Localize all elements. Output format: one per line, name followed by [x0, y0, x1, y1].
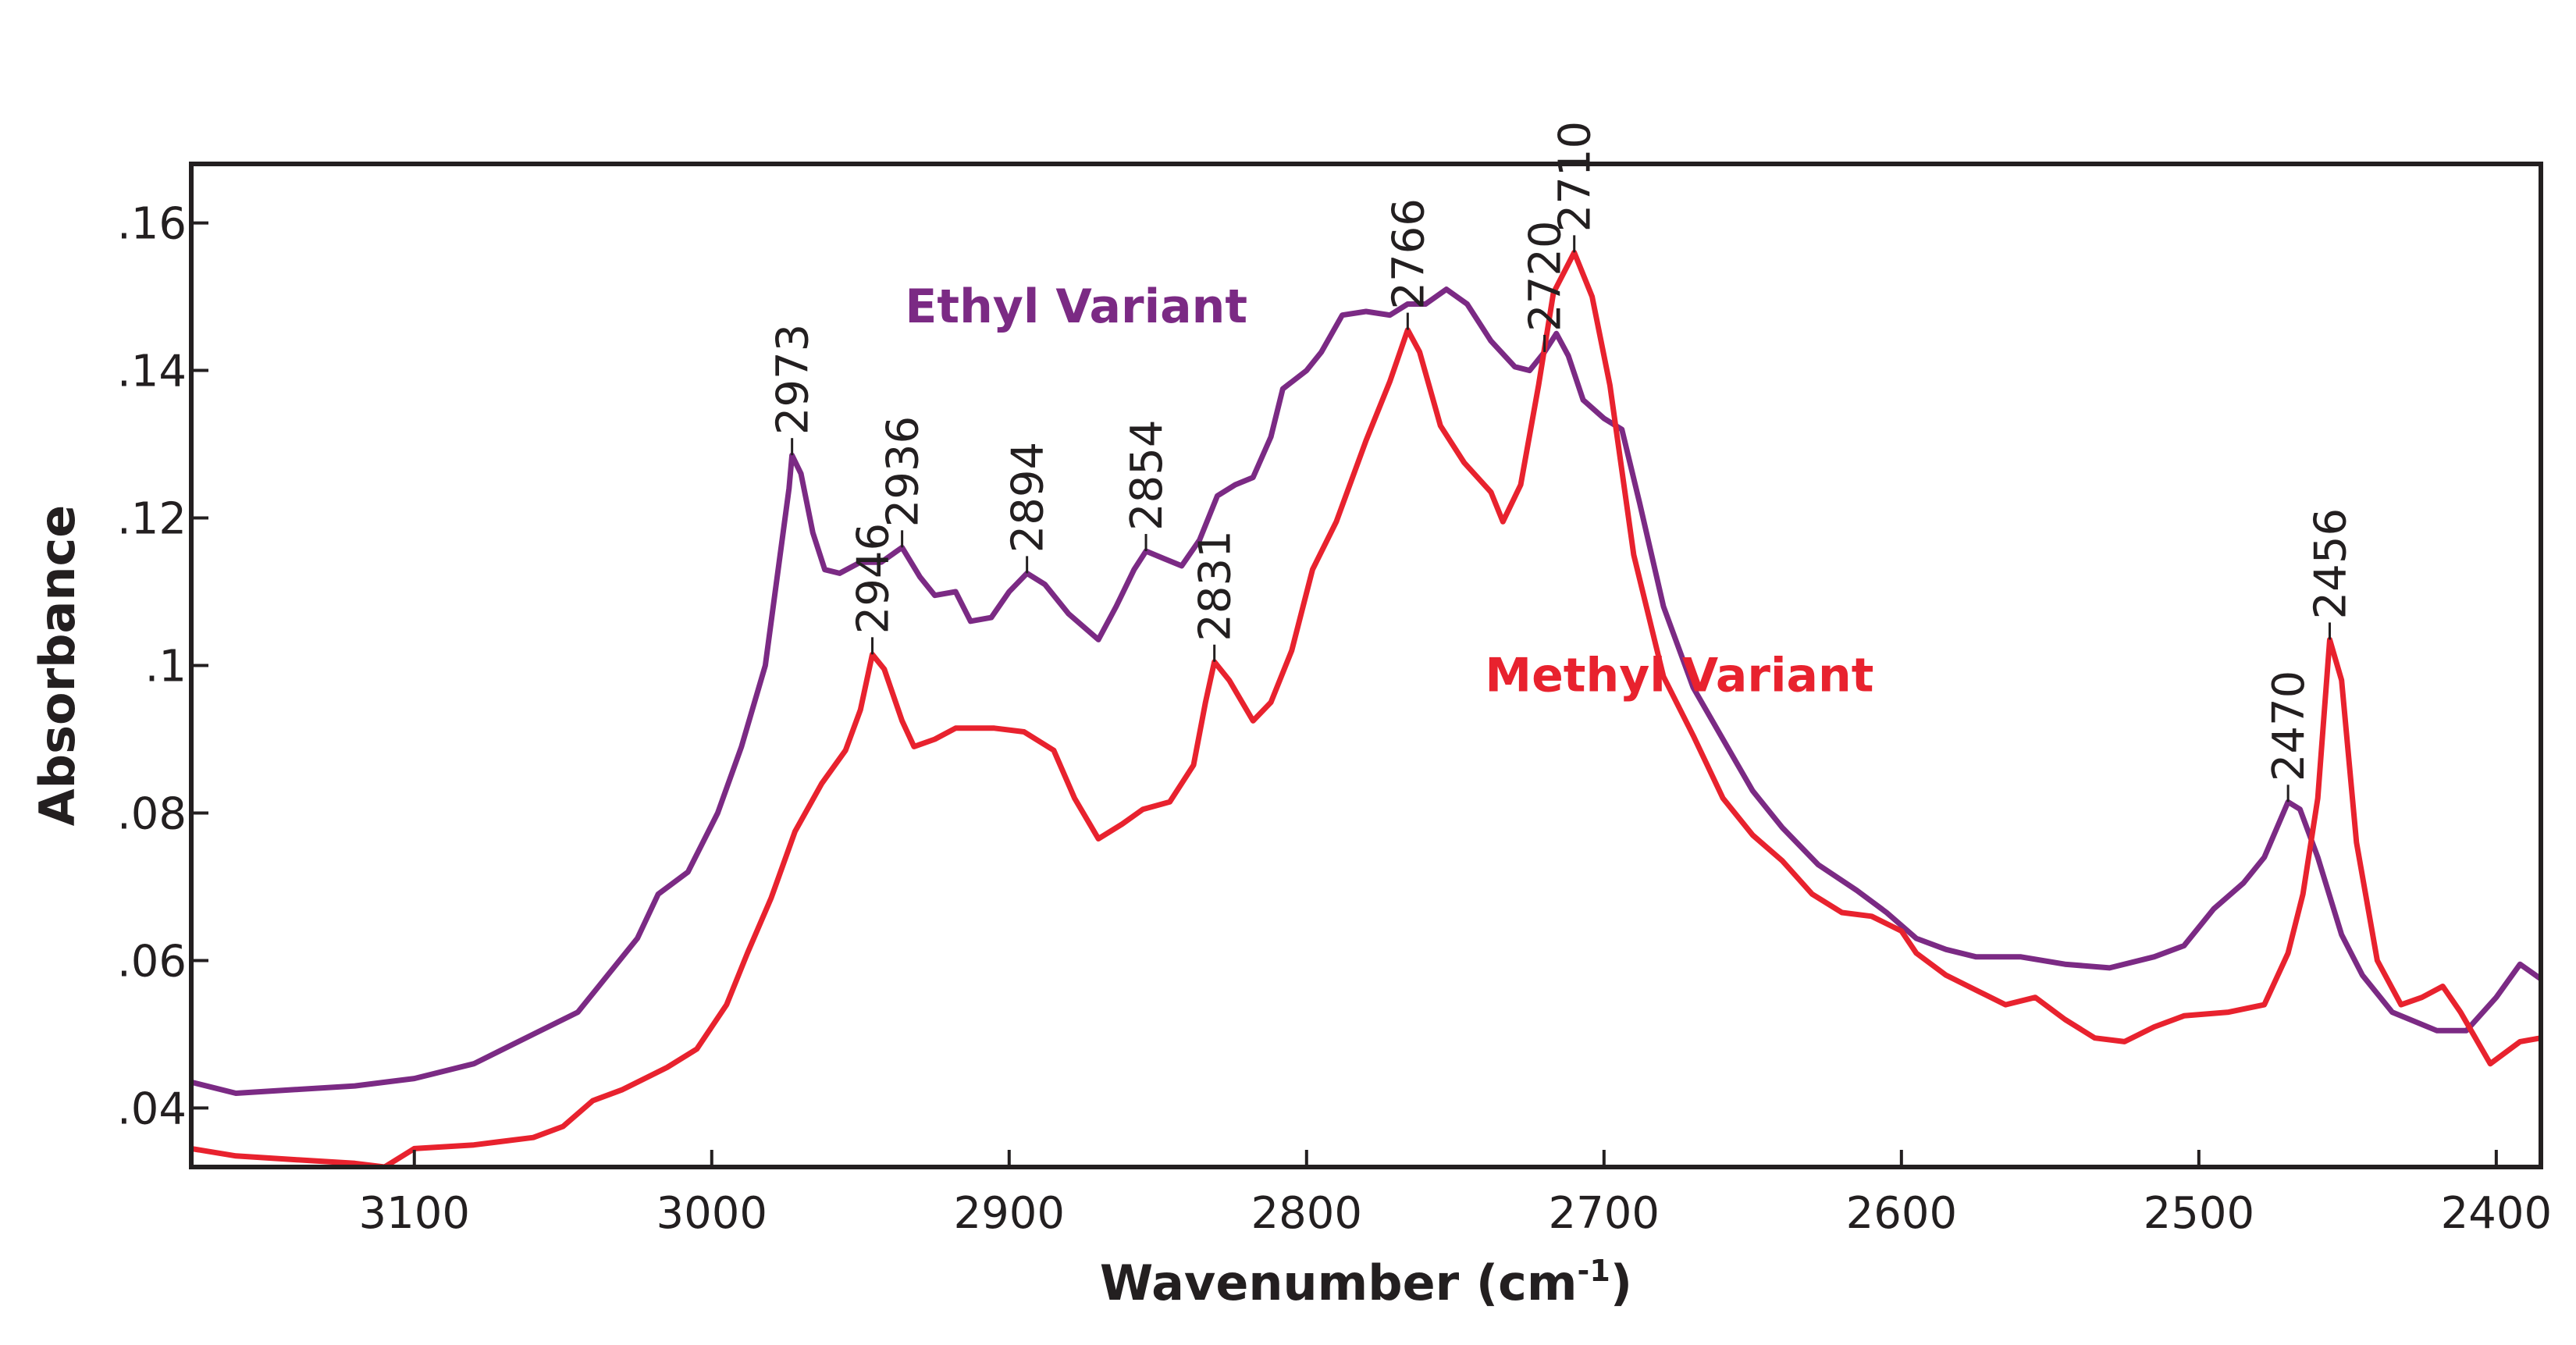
peak-label-2831: 2831 — [1190, 530, 1241, 642]
x-tick-label: 2900 — [954, 1188, 1066, 1239]
x-tick-label: 2400 — [2441, 1188, 2553, 1239]
y-tick-label: .04 — [117, 1083, 187, 1134]
peak-label-2766: 2766 — [1383, 198, 1434, 310]
peak-label-2854: 2854 — [1122, 420, 1172, 532]
x-tick-label: 3000 — [656, 1188, 768, 1239]
peak-label-2936: 2936 — [878, 416, 929, 528]
series-label-methyl-variant: Methyl Variant — [1485, 649, 1873, 703]
peak-label-2973: 2973 — [768, 324, 819, 436]
y-tick-label: .12 — [117, 494, 187, 545]
x-tick-label: 2500 — [2144, 1188, 2255, 1239]
peak-label-2470: 2470 — [2264, 671, 2314, 782]
x-tick-label: 3100 — [359, 1188, 471, 1239]
y-tick-label: .08 — [117, 788, 187, 839]
y-tick-label: .1 — [145, 642, 187, 692]
y-tick-label: .14 — [117, 347, 187, 397]
series-line-ethyl-variant — [191, 286, 2541, 1096]
x-tick-label: 2600 — [1846, 1188, 1958, 1239]
x-tick-label: 2700 — [1549, 1188, 1660, 1239]
y-axis-title: Absorbance — [29, 505, 86, 827]
peak-label-2894: 2894 — [1003, 442, 1054, 553]
series-line-methyl-variant — [191, 249, 2541, 1167]
series-label-ethyl-variant: Ethyl Variant — [905, 279, 1247, 334]
y-tick-label: .06 — [117, 936, 187, 987]
x-axis-title: Wavenumber (cm-1) — [1100, 1254, 1632, 1311]
x-tick-label: 2800 — [1251, 1188, 1363, 1239]
y-tick-label: .16 — [117, 199, 187, 250]
peak-label-2710: 2710 — [1550, 121, 1601, 233]
peak-label-2720: 2720 — [1521, 220, 1571, 332]
peak-label-2456: 2456 — [2305, 508, 2356, 620]
peak-label-2946: 2946 — [849, 523, 899, 635]
